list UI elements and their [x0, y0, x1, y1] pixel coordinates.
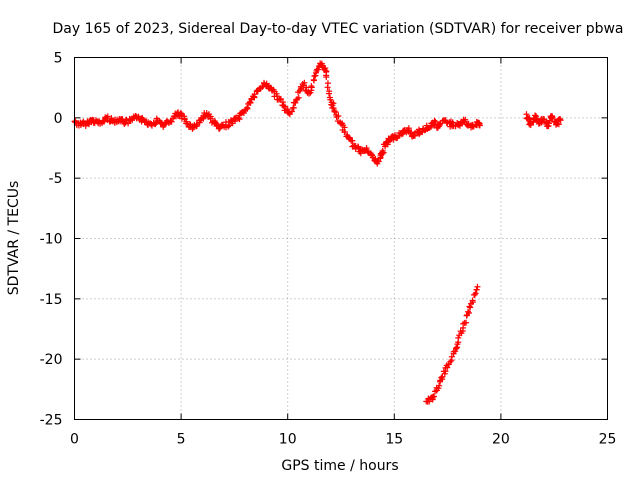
data-point: [408, 129, 415, 136]
y-tick-label: -5: [49, 171, 63, 187]
data-point: [429, 394, 436, 401]
data-point: [323, 74, 330, 81]
data-point: [473, 286, 480, 293]
data-point: [375, 158, 382, 165]
data-point: [368, 151, 375, 158]
y-tick-label: 0: [54, 111, 63, 127]
data-point: [456, 122, 463, 129]
data-point: [400, 130, 407, 137]
data-point: [463, 319, 470, 326]
data-point: [152, 121, 159, 128]
data-point: [472, 290, 479, 297]
data-point: [292, 99, 299, 106]
data-point: [244, 104, 251, 111]
data-point: [476, 122, 483, 129]
data-point: [554, 120, 561, 127]
data-point: [474, 283, 481, 290]
data-point: [449, 119, 456, 126]
data-point: [288, 108, 295, 115]
x-tick-label: 10: [279, 432, 297, 448]
grid-lines: [74, 57, 608, 420]
x-tick-label: 20: [492, 432, 510, 448]
y-tick-label: -25: [40, 413, 63, 429]
data-point: [467, 304, 474, 311]
data-point: [546, 120, 553, 127]
data-point: [448, 353, 455, 360]
data-point: [310, 76, 317, 83]
data-point: [436, 382, 443, 389]
data-point: [327, 96, 334, 103]
data-point: [325, 90, 332, 97]
plot-frame: [74, 57, 608, 420]
data-point: [465, 308, 472, 315]
data-point: [466, 310, 473, 317]
data-point: [342, 128, 349, 135]
x-tick-label: 0: [70, 432, 79, 448]
y-tick-label: -10: [40, 232, 63, 248]
data-point: [82, 122, 89, 129]
data-point: [462, 116, 469, 123]
x-axis-label: GPS time / hours: [281, 458, 398, 474]
data-point: [330, 105, 337, 112]
data-point: [379, 147, 386, 154]
data-point: [431, 393, 438, 400]
data-point: [335, 113, 342, 120]
data-point: [444, 364, 451, 371]
y-tick-label: -20: [40, 352, 63, 368]
data-point: [349, 137, 356, 144]
data-point: [533, 113, 540, 120]
x-tick-label: 15: [385, 432, 403, 448]
data-point: [322, 65, 329, 72]
data-point: [549, 114, 556, 121]
data-point: [227, 117, 234, 124]
y-tick-label: -15: [40, 292, 63, 308]
data-point: [455, 334, 462, 341]
x-tick-label: 5: [177, 432, 186, 448]
data-point: [295, 94, 302, 101]
data-point: [438, 374, 445, 381]
data-point: [290, 104, 297, 111]
x-tick-label: 25: [599, 432, 617, 448]
data-point: [315, 66, 322, 73]
data-points: [71, 60, 564, 405]
data-point: [363, 145, 370, 151]
y-tick-label: 5: [54, 51, 63, 67]
chart-title: Day 165 of 2023, Sidereal Day-to-day VTE…: [52, 21, 623, 37]
axis-ticks: 0 5 10 15 20 25 5 0 -5 -10 -15 -20 -25: [40, 51, 617, 448]
data-point: [324, 84, 331, 91]
data-point: [247, 99, 254, 106]
data-point: [168, 118, 175, 125]
data-point: [557, 117, 564, 124]
y-axis-label: SDTVAR / TECUs: [6, 181, 22, 296]
data-point: [453, 345, 460, 352]
data-point: [100, 118, 107, 125]
data-point: [277, 95, 284, 102]
data-point: [355, 145, 362, 152]
data-point: [308, 83, 315, 90]
data-point: [469, 297, 476, 304]
